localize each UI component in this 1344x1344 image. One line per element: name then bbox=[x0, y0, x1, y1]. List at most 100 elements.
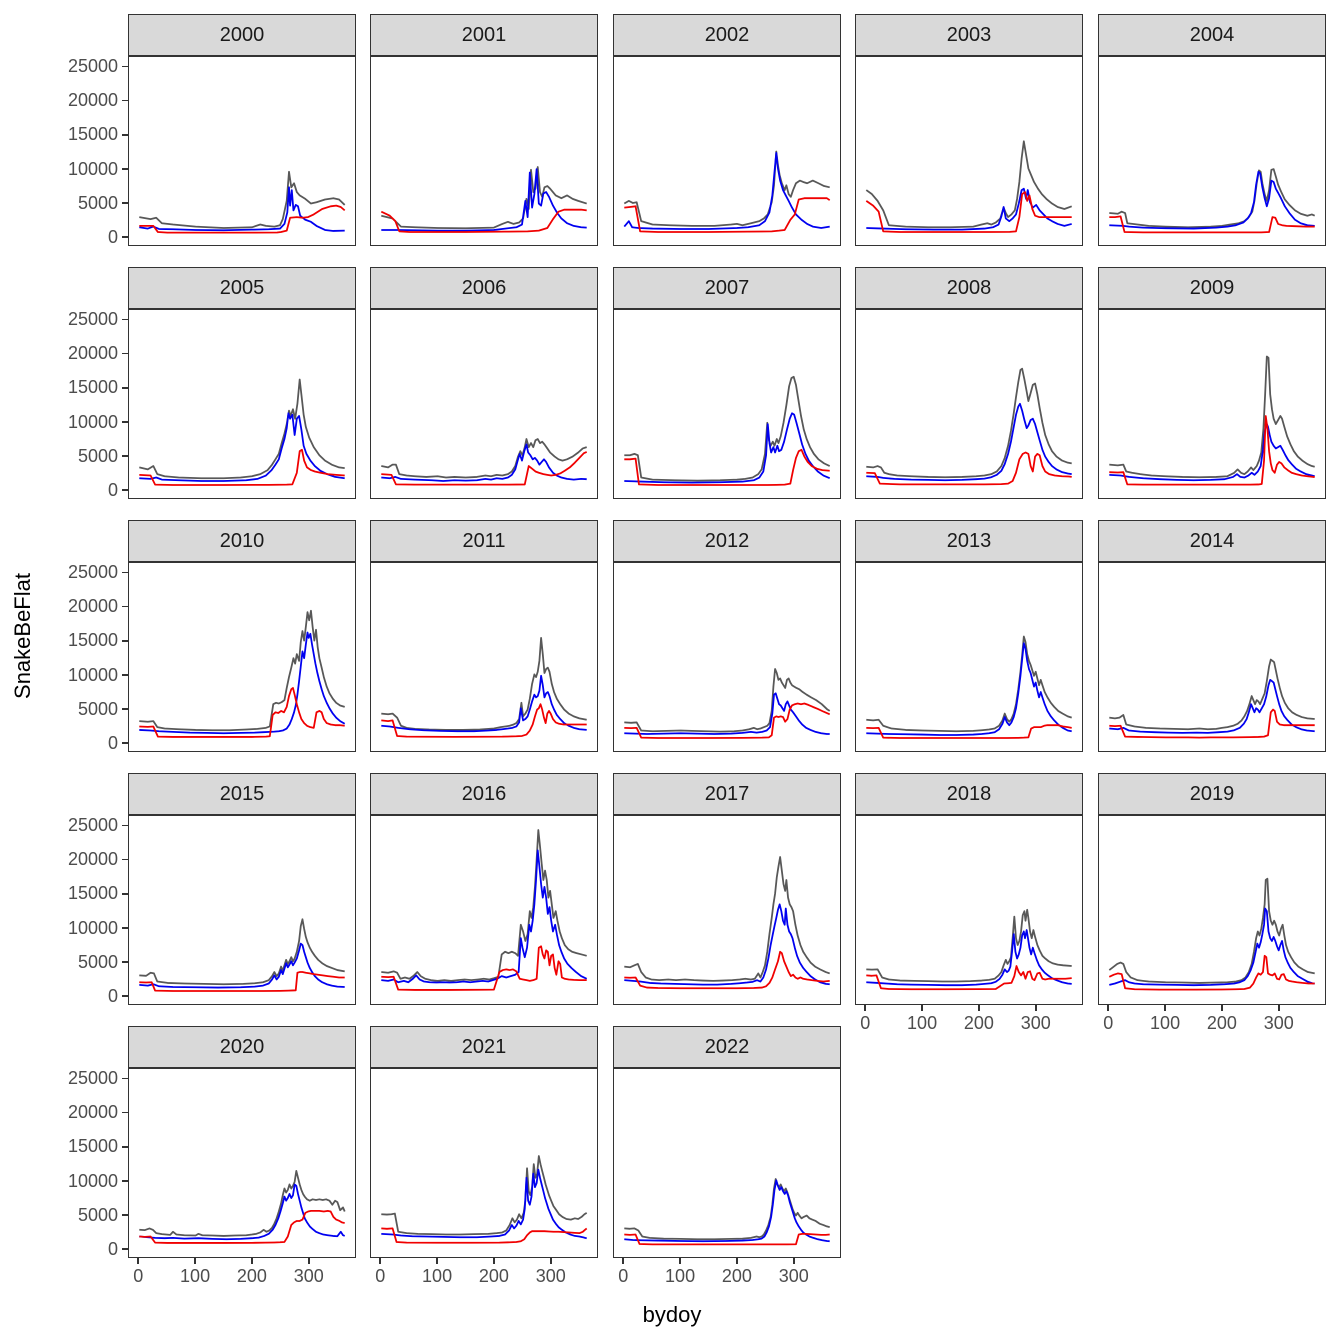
series-line-gray bbox=[1109, 168, 1316, 229]
y-tick-mark bbox=[122, 995, 128, 998]
y-tick-label: 15000 bbox=[67, 377, 118, 398]
series-line-blue bbox=[1109, 170, 1315, 230]
y-tick-label: 5000 bbox=[77, 698, 118, 719]
y-tick-label: 0 bbox=[107, 732, 118, 753]
y-tick-label: 5000 bbox=[77, 1204, 118, 1225]
series-line-gray bbox=[865, 140, 1073, 229]
series-line-gray bbox=[1109, 658, 1315, 731]
x-tick-mark bbox=[137, 1258, 140, 1264]
y-tick-label: 15000 bbox=[67, 883, 118, 904]
series-line-gray bbox=[381, 637, 587, 731]
facet-strip-label: 2012 bbox=[704, 529, 750, 552]
x-tick-label: 0 bbox=[1103, 1013, 1114, 1033]
x-tick-label: 0 bbox=[375, 1266, 386, 1286]
facet-strip-label: 2000 bbox=[219, 23, 265, 46]
y-tick-label: 25000 bbox=[67, 815, 118, 836]
facet-2002: 2002 bbox=[613, 14, 841, 246]
series-line-red bbox=[624, 702, 831, 739]
y-tick-label: 0 bbox=[107, 479, 118, 500]
x-tick-label: 100 bbox=[180, 1266, 211, 1286]
y-tick-mark bbox=[122, 892, 128, 895]
series-line-blue bbox=[866, 402, 1072, 482]
facet-2004: 2004 bbox=[1098, 14, 1326, 246]
series-line-red bbox=[866, 724, 1072, 739]
series-line-red bbox=[1109, 215, 1315, 234]
facet-strip: 2021 bbox=[370, 1026, 598, 1068]
y-tick-label: 0 bbox=[107, 1238, 118, 1259]
facet-strip-label: 2009 bbox=[1189, 276, 1235, 299]
series-line-blue bbox=[623, 151, 830, 230]
x-tick-mark bbox=[921, 1005, 923, 1011]
x-tick-mark bbox=[736, 1258, 738, 1264]
facet-strip: 2001 bbox=[370, 14, 598, 56]
facet-strip-label: 2008 bbox=[946, 276, 992, 299]
x-tick-label: 200 bbox=[721, 1266, 752, 1286]
facet-strip: 2005 bbox=[128, 267, 356, 309]
facet-2011: 2011 bbox=[370, 520, 598, 752]
facet-strip: 2015 bbox=[128, 773, 356, 815]
x-tick-label: 200 bbox=[963, 1013, 994, 1033]
series-line-red bbox=[866, 451, 1072, 486]
facet-panel bbox=[855, 309, 1083, 499]
facet-2001: 2001 bbox=[370, 14, 598, 246]
facet-panel bbox=[128, 562, 356, 752]
y-tick-label: 15000 bbox=[67, 124, 118, 145]
y-tick-mark bbox=[122, 605, 128, 608]
x-tick-label: 300 bbox=[778, 1266, 809, 1286]
facet-strip: 2013 bbox=[855, 520, 1083, 562]
y-tick-mark bbox=[122, 133, 128, 136]
series-line-red bbox=[1109, 708, 1315, 739]
x-tick-label: 200 bbox=[1206, 1013, 1237, 1033]
facet-2009: 2009 bbox=[1098, 267, 1326, 499]
facet-strip: 2016 bbox=[370, 773, 598, 815]
series-line-gray bbox=[139, 170, 346, 229]
y-tick-label: 15000 bbox=[67, 630, 118, 651]
y-tick-label: 5000 bbox=[77, 192, 118, 213]
facet-panel bbox=[613, 56, 841, 246]
series-line-gray bbox=[381, 438, 587, 479]
series-line-gray bbox=[624, 856, 831, 982]
x-tick-mark bbox=[194, 1258, 196, 1264]
facet-2010: 2010 bbox=[128, 520, 356, 752]
facet-strip: 2010 bbox=[128, 520, 356, 562]
series-line-blue bbox=[381, 674, 587, 733]
x-tick-label: 200 bbox=[478, 1266, 509, 1286]
y-tick-label: 25000 bbox=[67, 56, 118, 77]
y-tick-mark bbox=[122, 1077, 128, 1080]
y-tick-label: 20000 bbox=[67, 343, 118, 364]
facet-strip-label: 2007 bbox=[704, 276, 750, 299]
facet-strip-label: 2013 bbox=[946, 529, 992, 552]
y-tick-label: 10000 bbox=[67, 664, 118, 685]
series-line-blue bbox=[1109, 907, 1315, 987]
facet-strip: 2018 bbox=[855, 773, 1083, 815]
facet-panel bbox=[1098, 309, 1326, 499]
series-line-blue bbox=[381, 443, 587, 482]
facet-strip: 2012 bbox=[613, 520, 841, 562]
facet-strip: 2019 bbox=[1098, 773, 1326, 815]
x-tick-mark bbox=[793, 1258, 795, 1264]
series-line-gray bbox=[866, 908, 1072, 983]
series-line-blue bbox=[381, 168, 587, 232]
facet-panel bbox=[1098, 815, 1326, 1005]
x-tick-label: 100 bbox=[665, 1266, 696, 1286]
series-line-blue bbox=[381, 1168, 587, 1240]
x-tick-label: 300 bbox=[535, 1266, 566, 1286]
facet-panel bbox=[1098, 56, 1326, 246]
y-tick-mark bbox=[122, 236, 128, 239]
y-tick-label: 25000 bbox=[67, 309, 118, 330]
x-tick-mark bbox=[978, 1005, 980, 1011]
series-line-gray bbox=[623, 150, 830, 227]
y-tick-mark bbox=[122, 1180, 128, 1182]
facet-strip-label: 2015 bbox=[219, 782, 265, 805]
x-tick-mark bbox=[493, 1258, 495, 1264]
series-line-red bbox=[139, 687, 345, 738]
y-tick-mark bbox=[122, 1145, 128, 1148]
y-tick-label: 25000 bbox=[67, 562, 118, 583]
series-line-blue bbox=[381, 849, 588, 984]
y-tick-label: 20000 bbox=[67, 849, 118, 870]
series-line-gray bbox=[381, 166, 587, 230]
x-tick-mark bbox=[1221, 1005, 1223, 1011]
x-tick-mark bbox=[379, 1258, 382, 1264]
series-line-gray bbox=[139, 609, 345, 732]
series-line-red bbox=[624, 197, 831, 233]
